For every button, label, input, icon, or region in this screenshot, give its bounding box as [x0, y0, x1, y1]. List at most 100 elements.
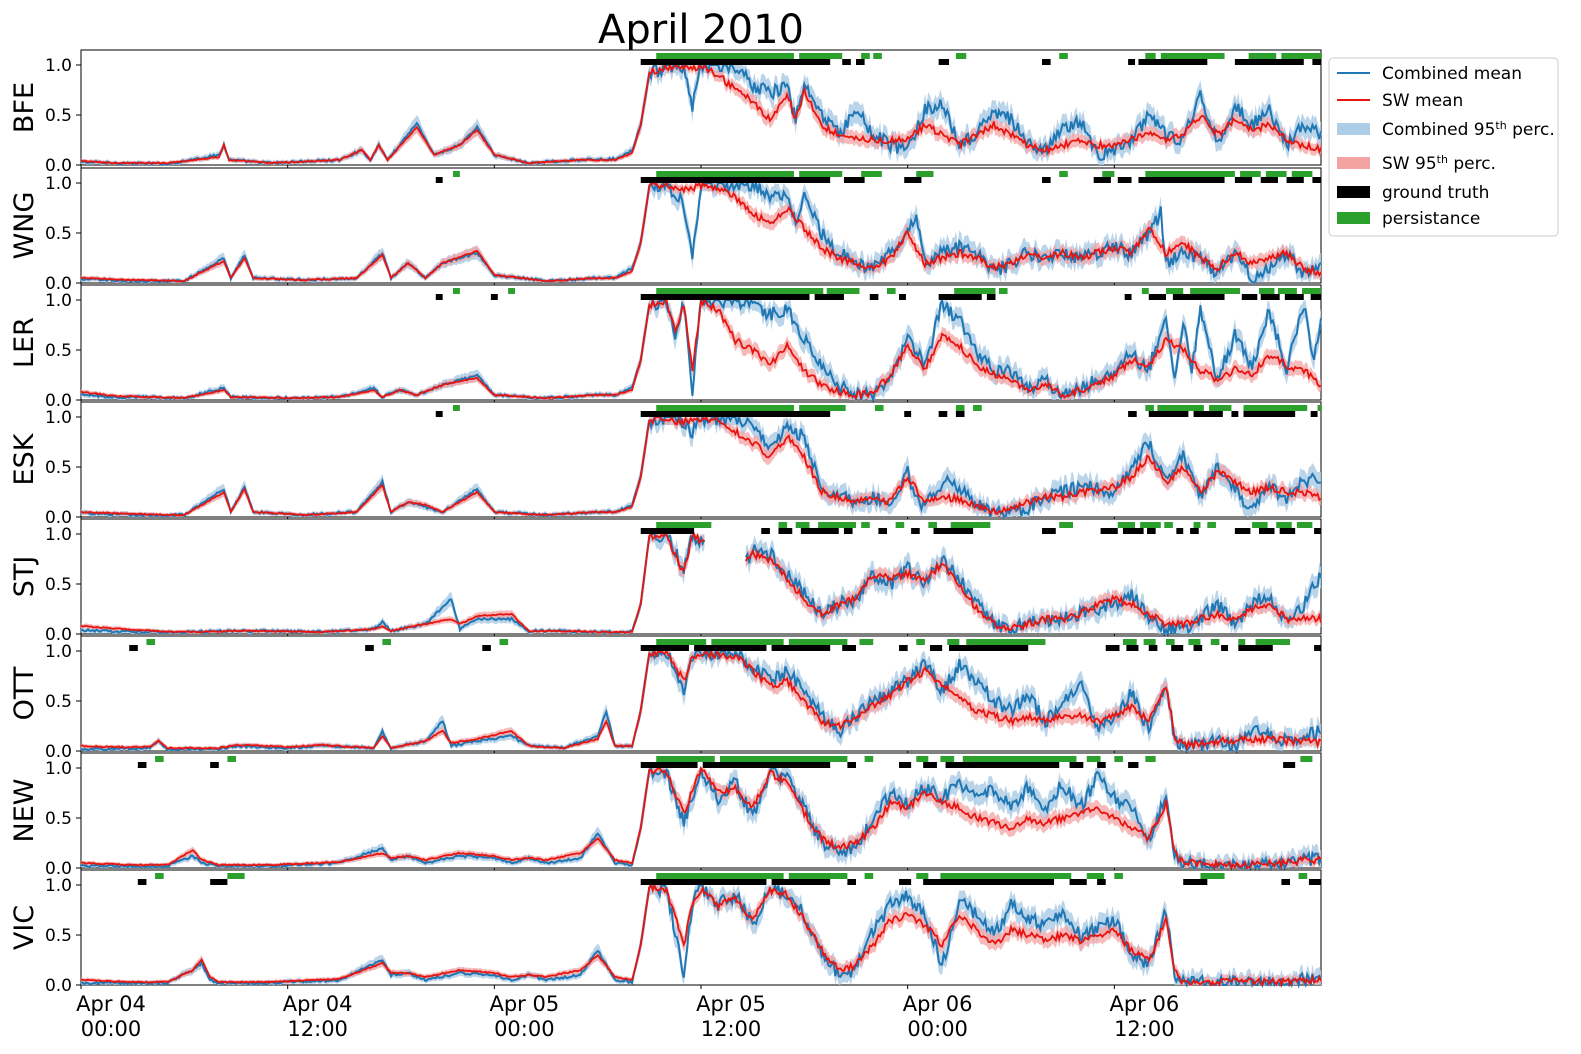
ground-truth-bar: [771, 879, 831, 885]
persistance-bar: [656, 756, 715, 762]
persistance-bar: [1166, 288, 1184, 294]
ground-truth-bar: [1190, 528, 1199, 534]
y-tick-label: 1.0: [45, 759, 72, 779]
panel-vic: VIC 0.0 0.5 1.0: [9, 869, 1322, 996]
x-tick-label-date: Apr 06: [903, 992, 973, 1016]
persistance-bar: [1243, 405, 1308, 411]
persistance-bar: [873, 53, 882, 59]
persistance-bar: [1059, 171, 1068, 177]
persistance-bar: [1122, 639, 1137, 645]
panel-bfe: BFE 0.0 0.5 1.0: [9, 49, 1322, 176]
legend-swatch: [1337, 157, 1370, 169]
persistance-bar: [1255, 639, 1290, 645]
ground-truth-bar: [1117, 177, 1132, 183]
persistance-bar: [656, 639, 707, 645]
sw-mean-line: [80, 532, 705, 634]
ground-truth-bar: [435, 177, 443, 183]
ground-truth-bar: [878, 528, 887, 534]
sw-mean-line: [80, 765, 1322, 871]
x-tick-label-date: Apr 05: [489, 992, 559, 1016]
ground-truth-bar: [1281, 879, 1290, 885]
legend-suffix: perc.: [1507, 120, 1555, 140]
persistance-bar: [864, 756, 874, 762]
legend-label: Combined 95th perc.: [1382, 119, 1555, 141]
persistance-bar: [1298, 873, 1308, 879]
legend-sup: th: [1495, 119, 1506, 132]
panel-stj: STJ 0.0 0.5 1.0: [9, 518, 1322, 645]
ground-truth-bar: [933, 528, 974, 534]
x-tick-label-time: 12:00: [701, 1017, 762, 1041]
ground-truth-bar: [1310, 411, 1318, 417]
ground-truth-bar: [778, 528, 793, 534]
ground-truth-bar: [938, 59, 949, 65]
y-tick-label: 0.5: [45, 809, 72, 829]
x-tick-label-time: 12:00: [287, 1017, 348, 1041]
legend-swatch: [1337, 186, 1370, 198]
ground-truth-bar: [1105, 645, 1120, 651]
ground-truth-bar: [843, 528, 853, 534]
ground-truth-bar: [1260, 294, 1280, 300]
ground-truth-bar: [1310, 294, 1321, 300]
ground-truth-bar: [1312, 59, 1321, 65]
persistance-bar: [1140, 522, 1161, 528]
persistance-bar: [954, 288, 996, 294]
ground-truth-bar: [210, 762, 219, 768]
persistance-bar: [1276, 522, 1292, 528]
persistance-bar: [916, 171, 934, 177]
persistance-bar: [966, 639, 1046, 645]
ground-truth-bar: [435, 294, 443, 300]
sw-mean-line: [744, 548, 1322, 632]
persistance-bar: [947, 639, 960, 645]
ground-truth-bar: [1171, 645, 1184, 651]
ground-truth-bar: [904, 177, 922, 183]
legend-item-combined-perc: Combined 95th perc.: [1337, 119, 1555, 141]
ground-truth-bar: [911, 528, 920, 534]
y-tick-label: 0.5: [45, 106, 72, 126]
ground-truth-bar: [1042, 59, 1051, 65]
sw-mean-line: [80, 181, 1322, 283]
station-label: LER: [9, 317, 40, 368]
persistance-bar: [146, 639, 156, 645]
ground-truth-bar: [1124, 294, 1132, 300]
persistance-bar: [1200, 873, 1225, 879]
persistance-bar: [950, 522, 991, 528]
persistance-bar: [711, 639, 784, 645]
y-tick-label: 1.0: [45, 56, 72, 76]
persistance-bar: [818, 522, 856, 528]
persistance-bar: [1102, 171, 1115, 177]
persistance-bar: [1259, 288, 1275, 294]
ground-truth-bar: [129, 645, 138, 651]
ground-truth-bar: [1283, 762, 1296, 768]
ground-truth-bar: [702, 762, 831, 768]
ground-truth-bar: [1042, 528, 1056, 534]
ground-truth-bar: [1241, 294, 1258, 300]
panels: BFE0.00.51.0WNG0.00.51.0LER0.00.51.0ESK0…: [9, 49, 1322, 996]
station-label: NEW: [9, 779, 40, 843]
persistance-bar: [861, 171, 882, 177]
legend-item-ground-truth: ground truth: [1337, 183, 1489, 203]
ground-truth-bar: [1308, 879, 1321, 885]
ground-truth-bar: [1238, 645, 1273, 651]
legend-box: [1328, 57, 1559, 237]
persistance-bar: [656, 53, 794, 59]
persistance-bar: [1190, 288, 1241, 294]
persistance-bar: [1207, 522, 1216, 528]
ground-truth-bar: [1128, 411, 1137, 417]
y-tick-label: 1.0: [45, 291, 72, 311]
ground-truth-bar: [1234, 528, 1251, 534]
persistance-bar: [155, 873, 164, 879]
ground-truth-bar: [899, 879, 912, 885]
ground-truth-bar: [847, 762, 856, 768]
persistance-bar: [1277, 288, 1297, 294]
persistance-bar: [1188, 639, 1201, 645]
y-tick-label: 0.0: [45, 508, 72, 528]
ground-truth-bar: [1243, 411, 1296, 417]
persistance-bar: [656, 873, 784, 879]
legend-label: SW mean: [1382, 91, 1463, 111]
persistance-bar: [453, 405, 460, 411]
persistance-bar: [1302, 288, 1321, 294]
legend-label: persistance: [1382, 209, 1480, 229]
y-tick-label: 0.5: [45, 575, 72, 595]
ground-truth-bar: [842, 645, 856, 651]
